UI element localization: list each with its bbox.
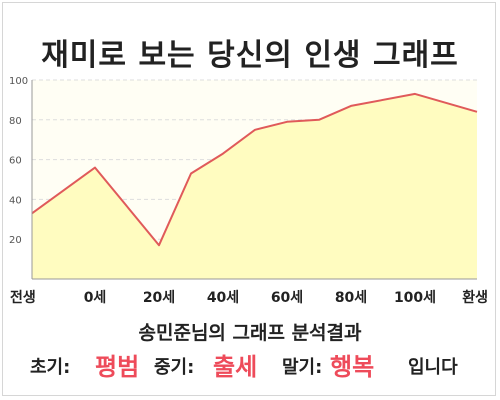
y-tick-label: 60 bbox=[9, 156, 22, 167]
x-tick-label: 환생 bbox=[462, 289, 488, 306]
middle-value: 출세 bbox=[213, 353, 258, 381]
x-tick-labels: 전생 0세 20세 40세 60세 80세 100세 환생 bbox=[10, 289, 488, 306]
x-tick-label: 40세 bbox=[207, 290, 239, 306]
chart-title: 재미로 보는 당신의 인생 그래프 bbox=[41, 38, 459, 73]
life-area-fill bbox=[32, 93, 477, 280]
chart-frame bbox=[2, 2, 496, 396]
late-value: 행복 bbox=[330, 353, 375, 381]
x-tick-label: 80세 bbox=[335, 290, 367, 306]
x-tick-label: 전생 bbox=[10, 289, 36, 306]
early-label: 초기: bbox=[30, 357, 71, 378]
y-tick-label: 20 bbox=[9, 235, 22, 246]
x-tick-label: 100세 bbox=[394, 290, 436, 306]
x-tick-label: 60세 bbox=[271, 290, 303, 306]
x-tick-label: 0세 bbox=[84, 290, 107, 306]
y-tick-label: 80 bbox=[9, 116, 22, 127]
late-label: 말기: bbox=[282, 357, 323, 378]
x-tick-label: 20세 bbox=[143, 290, 175, 306]
y-tick-label: 100 bbox=[9, 76, 28, 87]
life-series-line bbox=[31, 92, 478, 247]
middle-label: 중기: bbox=[154, 357, 195, 378]
y-tick-labels: 20 40 60 80 100 bbox=[9, 76, 28, 246]
early-value: 평범 bbox=[95, 353, 140, 381]
y-tick-label: 40 bbox=[9, 195, 22, 206]
analysis-caption: 송민준님의 그래프 분석결과 bbox=[138, 322, 362, 344]
ending-text: 입니다 bbox=[408, 357, 458, 378]
